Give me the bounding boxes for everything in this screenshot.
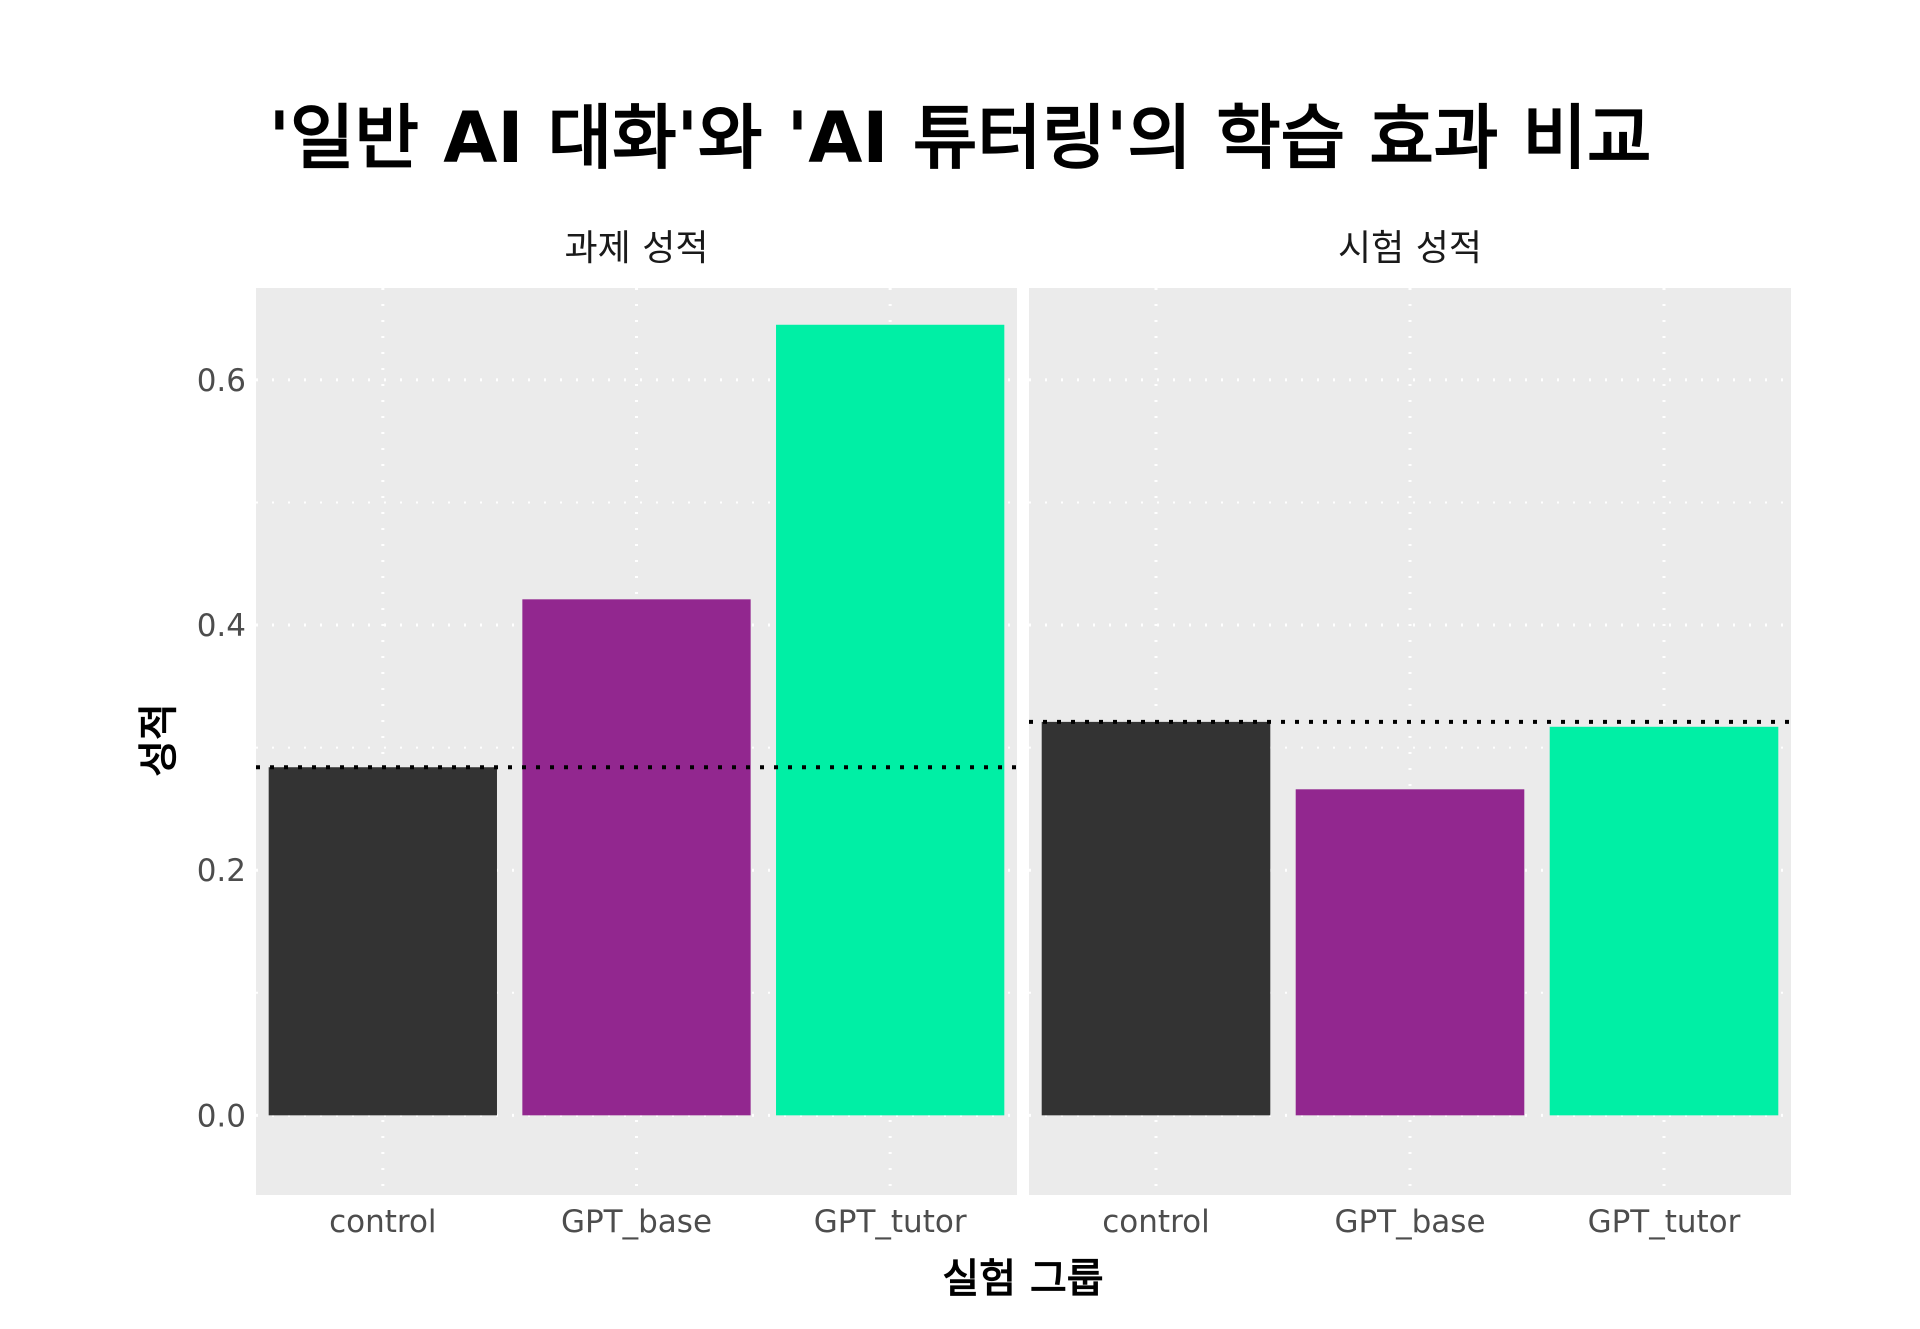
x-tick-label: GPT_tutor	[814, 1204, 967, 1240]
x-tick-label: control	[1102, 1204, 1209, 1240]
x-tick-label: GPT_tutor	[1588, 1204, 1741, 1240]
x-axis-title: 실험 그룹	[942, 1256, 1103, 1302]
y-axis-title: 성적	[136, 703, 182, 777]
y-tick-label: 0.6	[197, 363, 246, 399]
panel-strip-label: 과제 성적	[565, 228, 709, 269]
bar-GPT_base	[522, 599, 751, 1116]
x-tick-label: GPT_base	[561, 1204, 712, 1240]
bar-GPT_tutor	[1549, 726, 1779, 1116]
bar-GPT_base	[1295, 789, 1525, 1116]
x-tick-label: GPT_base	[1334, 1204, 1485, 1240]
bar-control	[268, 767, 497, 1116]
x-tick-label: control	[329, 1204, 436, 1240]
chart-title: '일반 AI 대화'와 'AI 튜터링'의 학습 효과 비교	[269, 97, 1652, 179]
panel-strip-label: 시험 성적	[1338, 228, 1482, 269]
bar-GPT_tutor	[776, 324, 1005, 1116]
y-tick-label: 0.4	[197, 608, 246, 644]
y-tick-label: 0.0	[197, 1098, 246, 1134]
y-tick-label: 0.2	[197, 853, 246, 889]
bar-control	[1041, 721, 1271, 1116]
